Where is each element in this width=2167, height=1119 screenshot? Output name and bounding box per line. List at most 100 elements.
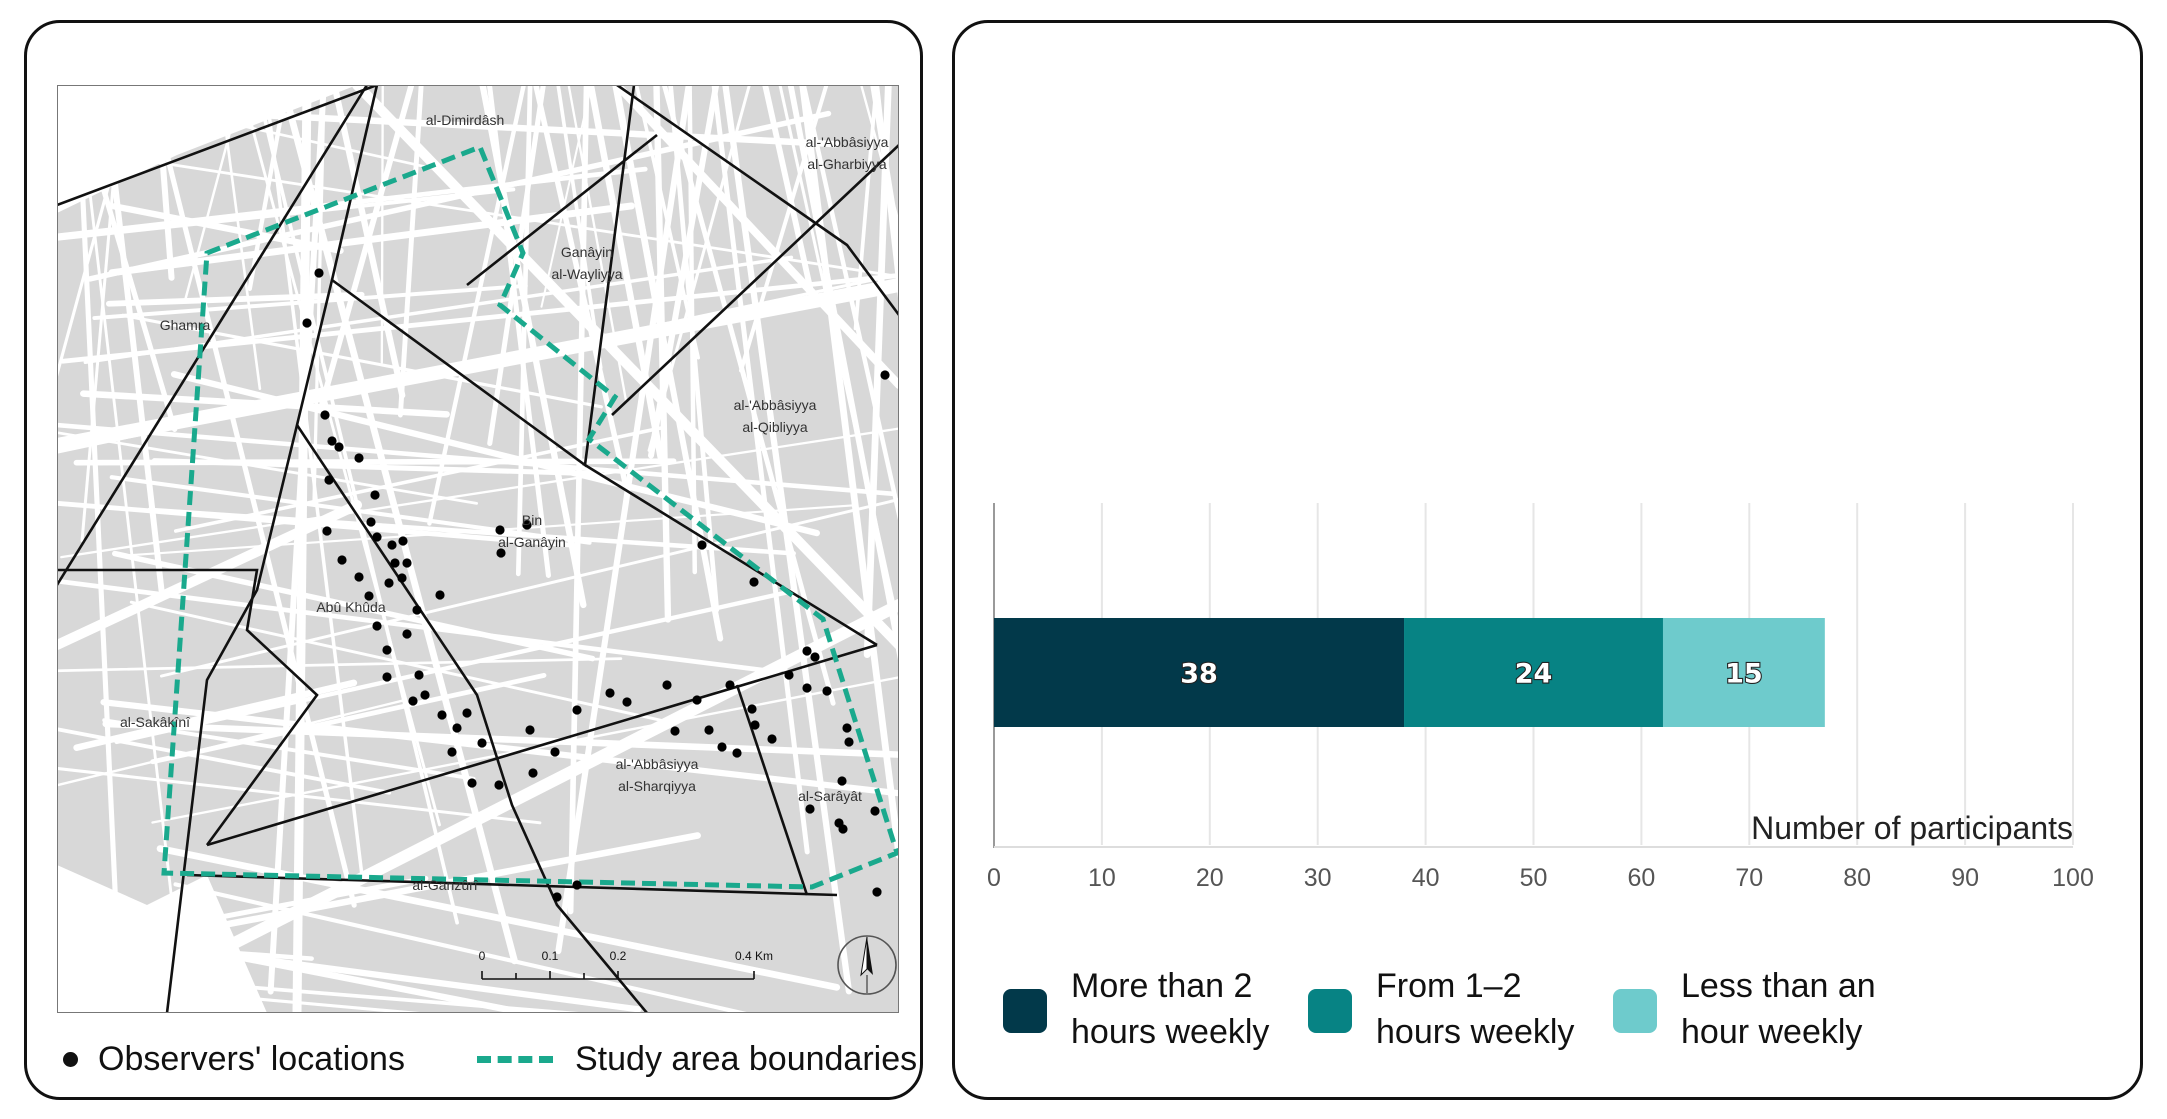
observer-point [302, 318, 312, 328]
neighbourhood-label: al-Ganzûrî [412, 877, 478, 893]
observer-point [784, 670, 794, 680]
observer-point [372, 532, 382, 542]
observer-point [477, 738, 487, 748]
observer-points [302, 268, 890, 902]
observer-point [522, 520, 532, 530]
district-line [616, 85, 899, 316]
observer-point [322, 526, 332, 536]
district-boundaries [57, 85, 899, 1013]
street [80, 85, 124, 543]
street [762, 85, 816, 304]
scale-bar: 0 0.1 0.2 0.4 Km [479, 949, 773, 980]
street [57, 657, 623, 673]
observer-point [412, 605, 422, 615]
observer-point [452, 723, 462, 733]
street [331, 85, 406, 399]
street [76, 875, 429, 947]
x-tick-label: 80 [1843, 864, 1871, 892]
observer-point [749, 577, 759, 587]
legend-observers: Observers' locations [63, 1031, 405, 1087]
observer-point [805, 804, 815, 814]
street [156, 845, 841, 991]
street [661, 85, 836, 706]
legend-study-area-label: Study area boundaries [575, 1039, 918, 1078]
study-area-map: al-Dimirdâsh al-'Abbâsiyya al-Gharbiyya Gan… [57, 85, 899, 1013]
dashed-line-icon [477, 1055, 553, 1063]
street [540, 85, 593, 308]
observer-point [354, 453, 364, 463]
scale-label: 0.2 [610, 949, 627, 963]
legend-swatch [1308, 989, 1352, 1033]
neighbourhood-label: Bin al-Ganâyin [498, 512, 566, 550]
legend-observers-label: Observers' locations [98, 1039, 405, 1078]
street [108, 202, 635, 277]
street [150, 672, 547, 765]
observer-point [838, 824, 848, 834]
legend-label: From 1–2 hours weekly [1376, 967, 1575, 1051]
observer-point [732, 748, 742, 758]
street [102, 720, 899, 758]
x-tick-label: 70 [1735, 864, 1763, 892]
street [146, 85, 357, 908]
observer-point [334, 442, 344, 452]
street [263, 85, 365, 885]
street [556, 85, 603, 370]
street [312, 85, 326, 506]
street [129, 600, 671, 724]
chart-panel: 38 24 15 0 10 20 30 40 50 60 70 80 90 100 Number of … [952, 20, 2143, 1100]
bar-value-label: 15 [1725, 659, 1763, 690]
observer-point [495, 525, 505, 535]
x-tick-label: 30 [1304, 864, 1332, 892]
street [801, 85, 899, 525]
neighbourhood-label: Abû Khûda [316, 599, 385, 615]
neighbourhood-label: al-Sarâyât [798, 788, 862, 804]
neighbourhood-label: al-'Abbâsiyya al-Gharbiyya [806, 134, 889, 172]
participants-bar-chart: 38 24 15 0 10 20 30 40 50 60 70 80 90 100 Number of … [987, 503, 2094, 892]
observer-point [552, 892, 562, 902]
scale-label: 0.1 [542, 949, 559, 963]
street [57, 727, 392, 795]
scale-label: 0 [479, 949, 486, 963]
legend-label: Less than an hour weekly [1681, 967, 1876, 1051]
street [75, 85, 119, 918]
street [57, 910, 207, 918]
observer-point [880, 370, 890, 380]
neighbourhood-label: Ghamra [160, 317, 211, 333]
street [57, 85, 138, 381]
observer-point [337, 555, 347, 565]
x-tick-label: 60 [1627, 864, 1655, 892]
x-tick-label: 90 [1951, 864, 1979, 892]
observer-point [822, 686, 832, 696]
observer-point [494, 780, 504, 790]
observer-point-icon [63, 1051, 78, 1067]
observer-point [366, 517, 376, 527]
street [870, 85, 899, 263]
observer-point [810, 652, 820, 662]
chart-tick-labels: 0 10 20 30 40 50 60 70 80 90 100 [987, 864, 2094, 892]
observer-point [390, 558, 400, 568]
main-road [613, 85, 899, 389]
x-tick-label: 10 [1088, 864, 1116, 892]
observer-point [402, 629, 412, 639]
observer-point [354, 572, 364, 582]
street [69, 85, 178, 432]
observer-point [662, 680, 672, 690]
district-line [57, 85, 369, 586]
observer-point [525, 725, 535, 735]
neighbourhood-labels: al-Dimirdâsh al-'Abbâsiyya al-Gharbiyya Gan… [120, 112, 889, 893]
bar-segment [994, 618, 1405, 727]
observer-point [802, 683, 812, 693]
neighbourhood-label: al-'Abbâsiyya al-Qibliyya [734, 397, 817, 435]
district-line [735, 684, 809, 896]
observer-point [572, 880, 582, 890]
observer-point [572, 705, 582, 715]
bar-segment [1404, 618, 1663, 727]
district-line [57, 568, 319, 846]
legend-swatch [1613, 989, 1657, 1033]
observer-point [435, 590, 445, 600]
district-line [584, 463, 878, 647]
street [100, 85, 165, 594]
observer-point [320, 410, 330, 420]
observer-point [528, 768, 538, 778]
street [218, 85, 262, 390]
